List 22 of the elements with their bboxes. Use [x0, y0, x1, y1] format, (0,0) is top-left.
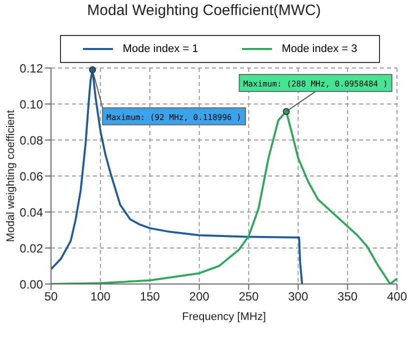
legend-label: Mode index = 3	[280, 43, 358, 55]
legend-label: Mode index = 1	[122, 43, 198, 55]
x-tick-label: 350	[338, 290, 358, 304]
y-tick-label: 0.08	[20, 133, 44, 148]
x-tick-label: 200	[189, 290, 210, 304]
x-tick-label: 50	[44, 290, 58, 304]
annotation: Maximum: (92 MHz, 0.118996 )	[106, 112, 242, 122]
annotation: Maximum: (288 MHz, 0.0958484 )	[243, 79, 388, 88]
chart-title: Modal Weighting Coefficient(MWC)	[86, 2, 322, 19]
x-axis-title: Frequency [MHz]	[182, 311, 266, 323]
y-tick-label: 0.00	[20, 277, 44, 292]
y-tick-label: 0.12	[20, 61, 44, 76]
y-tick-label: 0.10	[20, 97, 44, 112]
y-tick-label: 0.02	[20, 241, 44, 256]
x-tick-label: 400	[386, 290, 408, 304]
x-tick-label: 150	[140, 290, 160, 304]
x-tick-label: 100	[90, 290, 111, 304]
y-axis-title: Modal weighting coefficient	[5, 110, 17, 242]
y-tick-label: 0.06	[20, 169, 44, 184]
x-tick-label: 300	[288, 290, 308, 304]
y-tick-label: 0.04	[20, 205, 44, 220]
x-tick-label: 250	[238, 290, 260, 304]
